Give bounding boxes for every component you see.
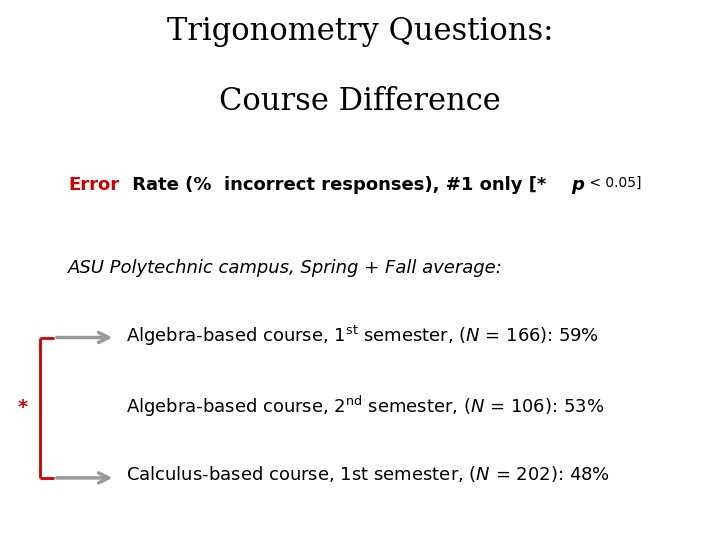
Text: Calculus-based course, 1st semester, ($\mathit{N}$ = 202): 48%: Calculus-based course, 1st semester, ($\…: [126, 464, 610, 484]
Text: ASU Polytechnic campus, Spring + Fall average:: ASU Polytechnic campus, Spring + Fall av…: [68, 259, 503, 277]
Text: Trigonometry Questions:: Trigonometry Questions:: [167, 16, 553, 47]
Text: < 0.05]: < 0.05]: [585, 176, 642, 190]
Text: Rate (%  incorrect responses), #1 only [*: Rate (% incorrect responses), #1 only [*: [126, 176, 546, 193]
Text: p: p: [571, 176, 584, 193]
Text: Course Difference: Course Difference: [219, 86, 501, 117]
Text: *: *: [17, 398, 27, 417]
Text: Algebra-based course, 1$^{\mathrm{st}}$ semester, ($\mathit{N}$ = 166): 59%: Algebra-based course, 1$^{\mathrm{st}}$ …: [126, 324, 599, 348]
Text: Algebra-based course, 2$^{\mathrm{nd}}$ semester, ($\mathit{N}$ = 106): 53%: Algebra-based course, 2$^{\mathrm{nd}}$ …: [126, 394, 604, 420]
Text: Error: Error: [68, 176, 120, 193]
